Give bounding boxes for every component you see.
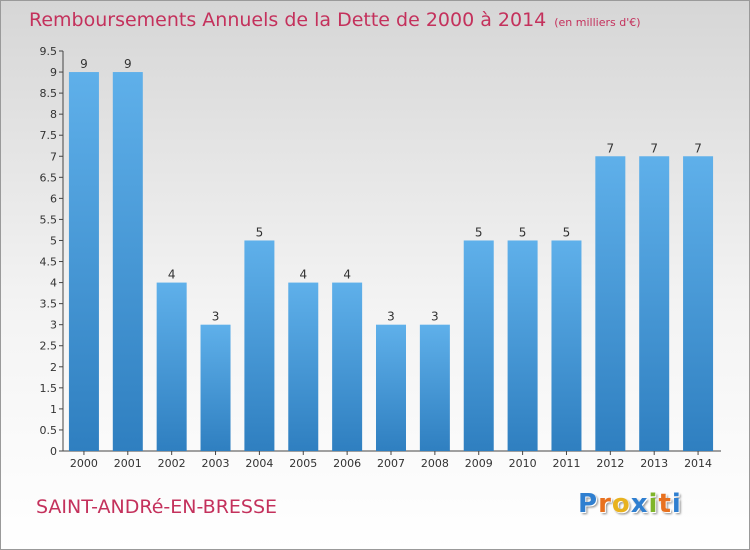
bar [507, 240, 538, 451]
x-tick-label: 2004 [245, 457, 273, 470]
bar [419, 324, 450, 451]
y-tick-label: 3.5 [40, 298, 58, 311]
y-tick-label: 1.5 [40, 382, 58, 395]
bar [68, 72, 99, 451]
bar [156, 282, 187, 451]
y-tick-label: 8.5 [40, 87, 58, 100]
x-tick-label: 2008 [421, 457, 449, 470]
place-name: SAINT-ANDRé-EN-BRESSE [36, 496, 278, 518]
y-tick-label: 1 [50, 403, 57, 416]
bar [244, 240, 275, 451]
chart-title: Remboursements Annuels de la Dette de 20… [29, 9, 641, 31]
y-tick-label: 9.5 [40, 45, 58, 58]
logo-letter: P [578, 489, 599, 519]
logo-letter: i [671, 489, 682, 519]
y-tick-label: 6.5 [40, 171, 58, 184]
data-label: 5 [563, 225, 571, 239]
chart-labels: 9 9 4 3 5 4 4 3 3 5 5 5 7 7 7 [80, 57, 702, 324]
x-tick-label: 2001 [114, 457, 142, 470]
bar [332, 282, 363, 451]
y-tick-label: 2.5 [40, 340, 58, 353]
bar [683, 156, 714, 451]
data-label: 5 [256, 225, 264, 239]
y-tick-label: 6 [50, 192, 57, 205]
bar [551, 240, 582, 451]
y-tick-label: 4 [50, 277, 57, 290]
data-label: 9 [124, 57, 132, 71]
logo-letter: i [648, 489, 659, 519]
data-label: 4 [343, 268, 351, 282]
y-tick-label: 2 [50, 361, 57, 374]
data-label: 3 [431, 310, 439, 324]
x-tick-label: 2011 [552, 457, 580, 470]
x-tick-label: 2009 [465, 457, 493, 470]
bar [112, 72, 143, 451]
x-tick-label: 2012 [596, 457, 624, 470]
data-label: 5 [519, 225, 527, 239]
y-tick-label: 4.5 [40, 256, 58, 269]
x-tick-label: 2014 [684, 457, 712, 470]
bar [639, 156, 670, 451]
data-label: 7 [694, 141, 702, 155]
data-label: 9 [80, 57, 88, 71]
y-tick-label: 8 [50, 108, 57, 121]
chart-bars [68, 72, 714, 451]
data-label: 7 [607, 141, 615, 155]
unit-label: (en milliers d'€) [554, 16, 641, 29]
x-tick-label: 2000 [70, 457, 98, 470]
y-tick-label: 5.5 [40, 213, 58, 226]
data-label: 3 [212, 310, 220, 324]
y-tick-label: 0 [50, 445, 57, 458]
y-tick-label: 7 [50, 150, 57, 163]
bar [595, 156, 626, 451]
x-tick-label: 2007 [377, 457, 405, 470]
bar [288, 282, 319, 451]
x-tick-label: 2010 [509, 457, 537, 470]
y-tick-label: 5 [50, 234, 57, 247]
logo-letter: r [598, 489, 612, 519]
x-tick-label: 2005 [289, 457, 317, 470]
y-tick-label: 7.5 [40, 129, 58, 142]
logo-letter: o [611, 489, 631, 519]
y-tick-label: 9 [50, 66, 57, 79]
proxiti-logo[interactable]: Proxiti [578, 489, 682, 519]
logo-letter: t [658, 489, 672, 519]
data-label: 5 [475, 225, 483, 239]
x-tick-label: 2003 [202, 457, 230, 470]
data-label: 7 [650, 141, 658, 155]
bar [200, 324, 231, 451]
bar [376, 324, 406, 451]
x-tick-label: 2013 [640, 457, 668, 470]
x-tick-label: 2002 [158, 457, 186, 470]
data-label: 4 [168, 268, 176, 282]
data-label: 4 [299, 268, 307, 282]
y-tick-label: 3 [50, 319, 57, 332]
x-tick-label: 2006 [333, 457, 361, 470]
y-tick-label: 0.5 [40, 424, 58, 437]
bar [463, 240, 494, 451]
logo-letter: x [630, 489, 649, 519]
data-label: 3 [387, 310, 395, 324]
